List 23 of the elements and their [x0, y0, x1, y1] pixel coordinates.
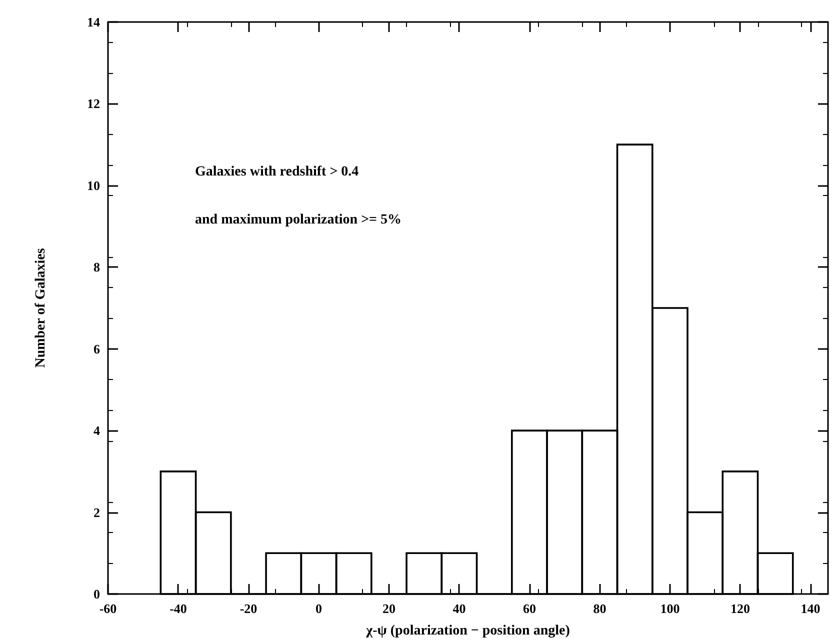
y-axis-title: Number of Galaxies: [34, 248, 48, 368]
x-tick-label: 100: [660, 601, 680, 616]
x-tick-label: -40: [170, 601, 187, 616]
x-tick-label: -20: [240, 601, 258, 616]
x-tick-label: 40: [452, 601, 466, 616]
y-tick-label: 2: [94, 504, 100, 520]
y-tick-label: 8: [94, 260, 100, 275]
x-tick-label: -60: [99, 601, 117, 616]
y-tick-label: 10: [87, 178, 100, 193]
x-tick-label: 60: [522, 601, 536, 616]
x-tick-label: 80: [593, 601, 606, 616]
y-tick-label: 0: [94, 586, 100, 602]
annotation: and maximum polarization >= 5%: [195, 212, 402, 228]
y-tick-label: 14: [87, 14, 100, 30]
x-tick-label: 20: [382, 601, 396, 616]
x-axis-title: χ-ψ (polarization − position angle): [365, 624, 570, 638]
x-tick-label: 120: [730, 601, 750, 616]
x-tick-label: 140: [800, 601, 820, 616]
x-tick-label: 0: [315, 601, 322, 616]
y-tick-label: 6: [94, 341, 100, 356]
annotation: Galaxies with redshift > 0.4: [195, 164, 359, 180]
y-tick-label: 12: [87, 96, 100, 112]
y-tick-label: 4: [94, 423, 100, 438]
